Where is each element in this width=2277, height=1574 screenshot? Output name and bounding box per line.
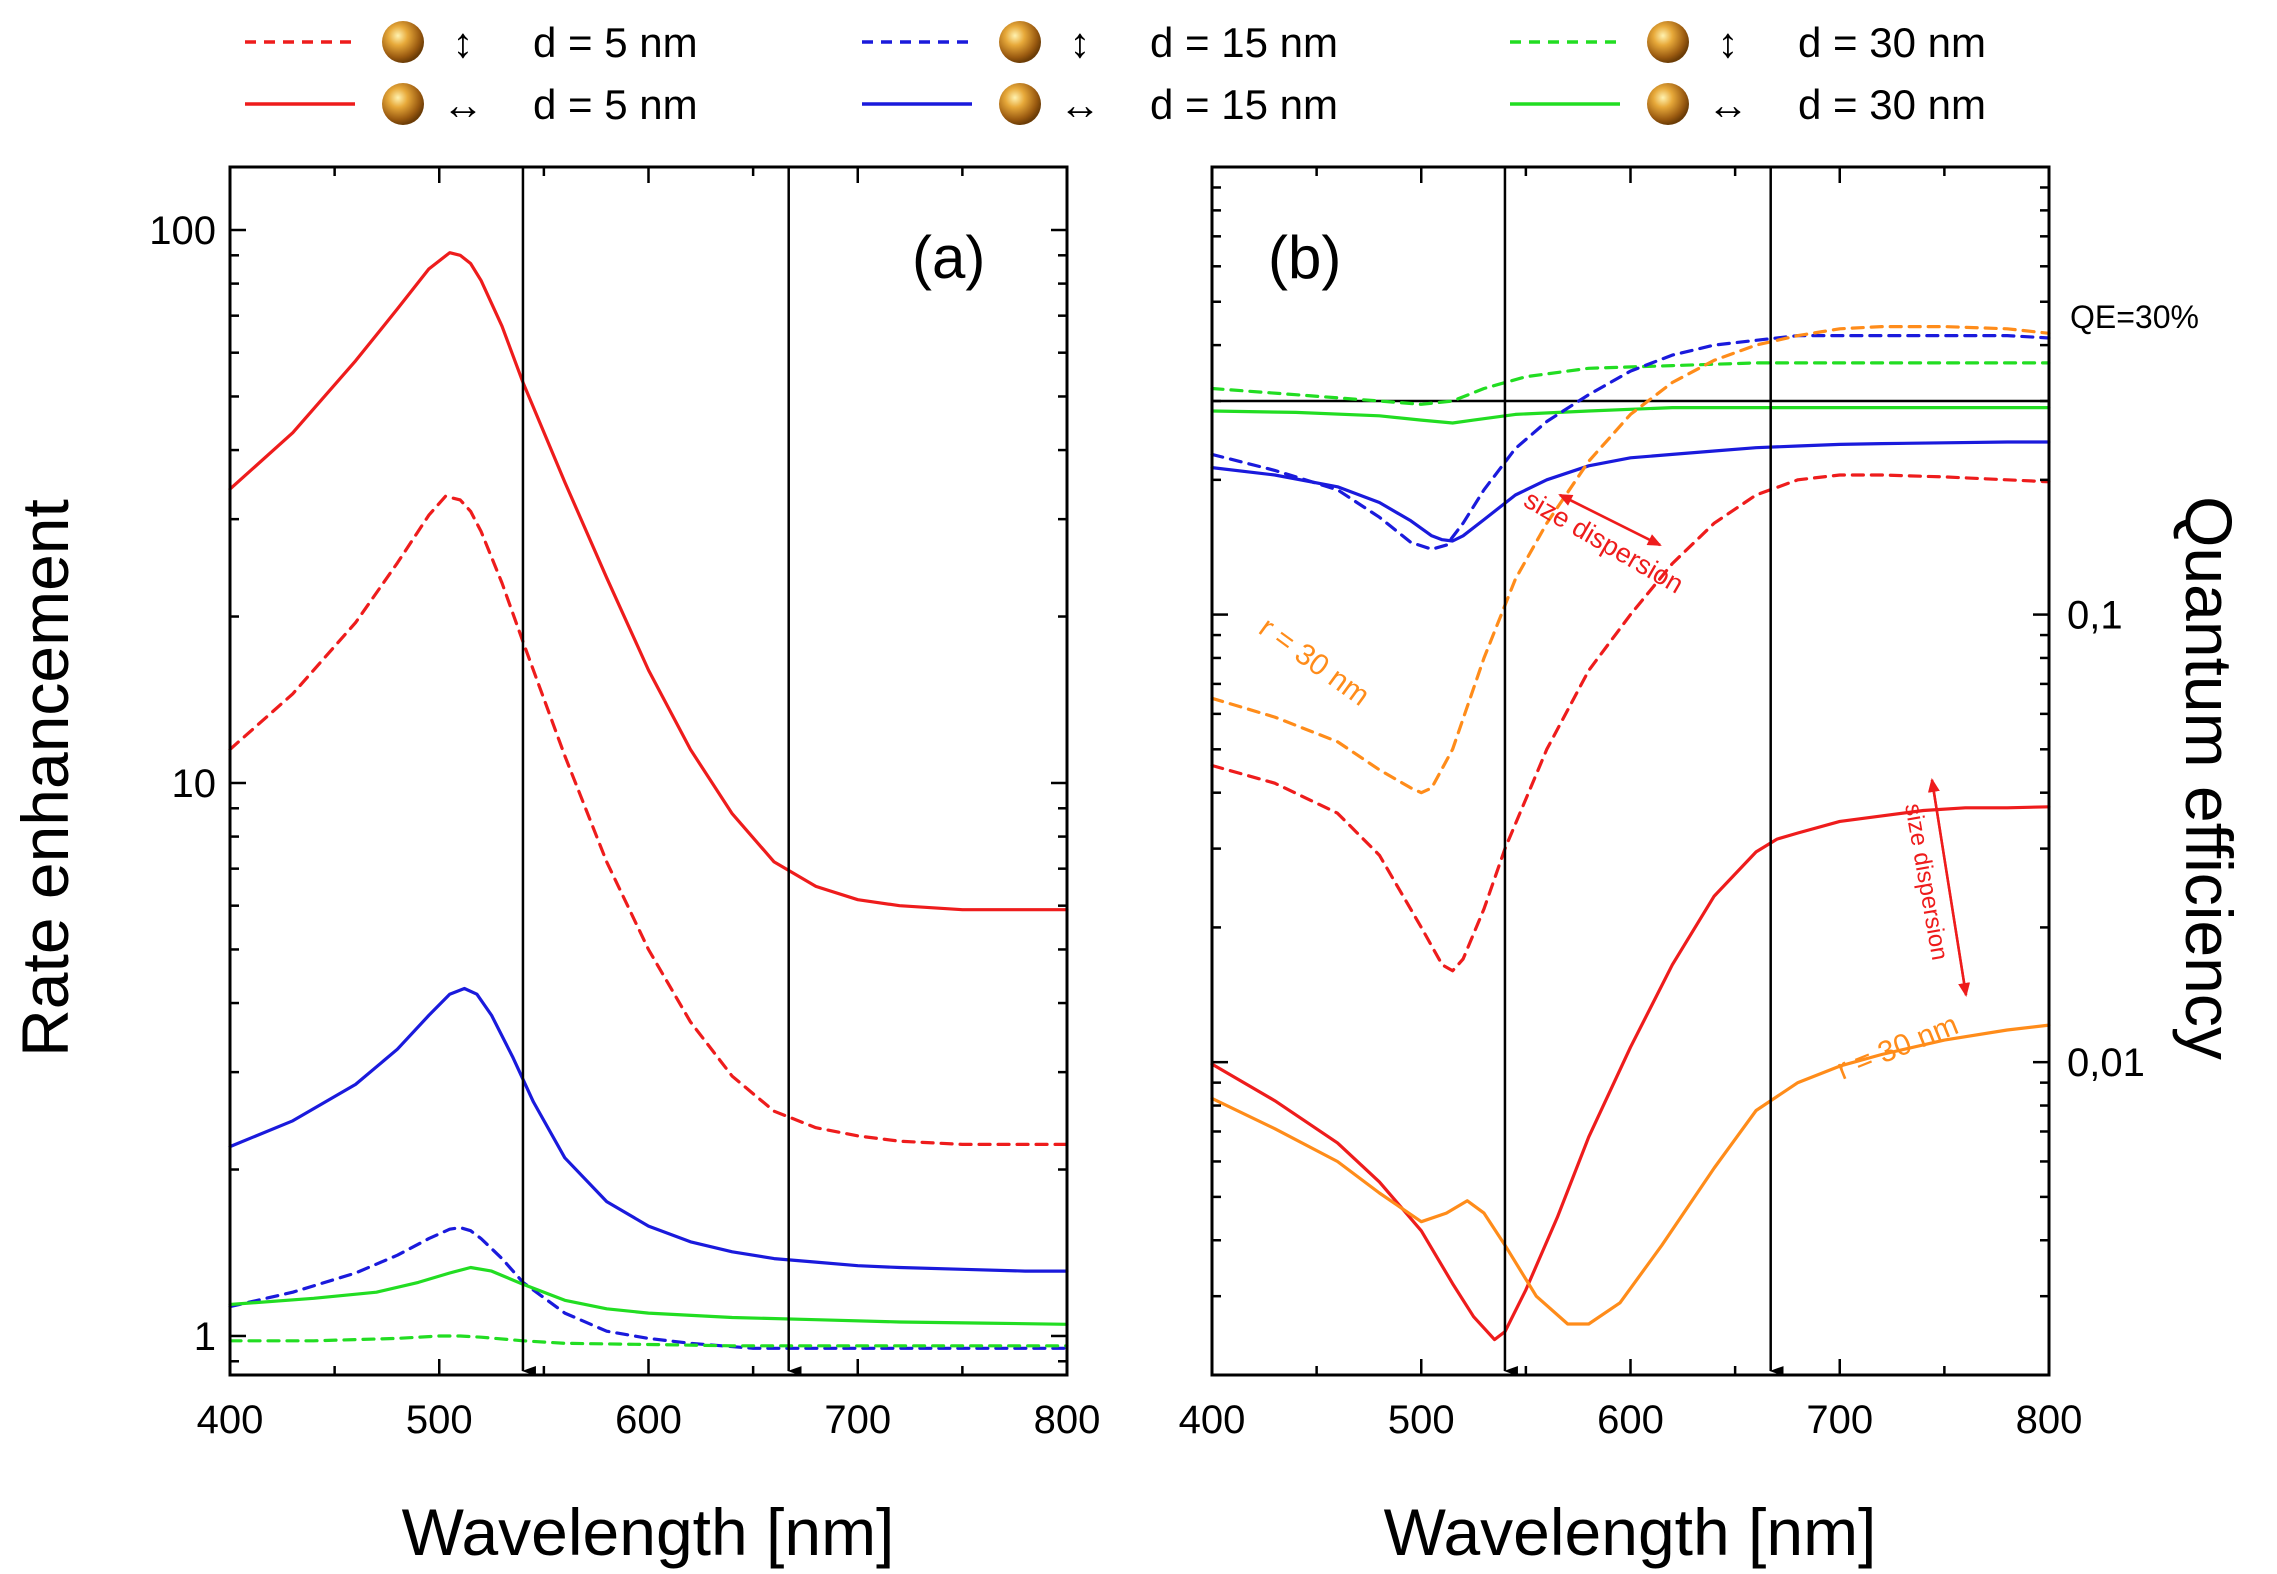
panel-a: 400 500 600 700 800 1 10 100 (a) Rate enhanceme…	[8, 165, 1100, 1569]
y-tick-label: 100	[149, 209, 216, 253]
annotations: size dispersion size dispersion r = 30 n…	[1253, 484, 1971, 1086]
panel-b-series	[1210, 325, 2051, 1342]
legend-label: d = 5 nm	[533, 19, 698, 66]
panel-a-label: (a)	[912, 224, 985, 291]
x-tick-label: 500	[1388, 1398, 1455, 1442]
size-dispersion-label-2: size dispersion	[1899, 801, 1953, 962]
size-dispersion-arrow-2b	[1927, 778, 1968, 996]
series-line-perp15	[1210, 334, 2051, 551]
orientation-arrow-icon: ↔	[1707, 81, 1749, 128]
gold-nanosphere-icon	[1647, 83, 1689, 125]
legend-label: d = 15 nm	[1150, 81, 1338, 128]
size-dispersion-label-1: size dispersion	[1519, 484, 1689, 599]
series-line-par5	[228, 251, 1069, 912]
orientation-arrow-icon: ↕	[1070, 19, 1091, 66]
x-tick-label: 800	[2016, 1398, 2083, 1442]
panel-b-ylabel: Quantum efficiency	[2172, 496, 2246, 1060]
legend-label: d = 15 nm	[1150, 19, 1338, 66]
series-line-perp5	[1210, 473, 2051, 973]
legend-entry-par30: ↔ d = 30 nm	[1510, 81, 1986, 128]
series-line-perp30	[228, 1334, 1069, 1348]
y-tick-label: 1	[194, 1315, 216, 1359]
panel-a-ylabel: Rate enhancement	[8, 499, 82, 1057]
panel-a-wavelength-arrows	[521, 167, 802, 1376]
legend-entry-perp15: ↕ d = 15 nm	[862, 19, 1338, 66]
x-tick-label: 600	[1597, 1398, 1664, 1442]
x-tick-label: 400	[1179, 1398, 1246, 1442]
panel-a-ticks: 400 500 600 700 800 1 10 100	[149, 167, 1100, 1442]
panel-a-frame	[228, 165, 1069, 1377]
series-line-par30	[1210, 406, 2051, 425]
panel-b-label: (b)	[1268, 224, 1341, 291]
panel-a-xlabel: Wavelength [nm]	[402, 1495, 895, 1569]
legend: ↕ d = 5 nm ↕ d = 15 nm ↕ d = 30 nm ↔ d = 5 nm ↔ d…	[245, 19, 1986, 128]
gold-nanosphere-icon	[1647, 21, 1689, 63]
gold-nanosphere-icon	[999, 83, 1041, 125]
gold-nanosphere-icon	[382, 83, 424, 125]
panel-b-xlabel: Wavelength [nm]	[1384, 1495, 1877, 1569]
legend-entry-par5: ↔ d = 5 nm	[245, 81, 698, 128]
y-tick-label: 10	[172, 762, 217, 806]
panel-b: 400 500 600 700 800 0,01 0,1 (b) Quantum effic…	[1179, 165, 2246, 1569]
orientation-arrow-icon: ↔	[1059, 81, 1101, 128]
legend-entry-perp5: ↕ d = 5 nm	[245, 19, 698, 66]
orientation-arrow-icon: ↕	[453, 19, 474, 66]
qe-reference-label: QE=30%	[2070, 299, 2199, 335]
series-line-par5	[1210, 805, 2051, 1342]
r-30nm-label-solid: r = 30 nm	[1832, 1008, 1963, 1086]
legend-entry-par15: ↔ d = 15 nm	[862, 81, 1338, 128]
legend-label: d = 30 nm	[1798, 81, 1986, 128]
gold-nanosphere-icon	[382, 21, 424, 63]
r-30nm-label-dashed: r = 30 nm	[1253, 611, 1376, 713]
y-tick-label: 0,01	[2067, 1041, 2145, 1085]
legend-label: d = 5 nm	[533, 81, 698, 128]
size-dispersion-arrow-1b	[1558, 493, 1661, 547]
panel-b-frame	[1210, 165, 2051, 1377]
x-tick-label: 600	[615, 1398, 682, 1442]
panel-b-wavelength-arrows	[1503, 167, 1784, 1376]
legend-entry-perp30: ↕ d = 30 nm	[1510, 19, 1986, 66]
series-line-par15	[1210, 440, 2051, 543]
y-tick-label: 0,1	[2067, 594, 2123, 638]
legend-label: d = 30 nm	[1798, 19, 1986, 66]
orientation-arrow-icon: ↕	[1718, 19, 1739, 66]
series-line-par30	[228, 1265, 1069, 1326]
x-tick-label: 500	[406, 1398, 473, 1442]
panel-a-series	[228, 251, 1069, 1350]
gold-nanosphere-icon	[999, 21, 1041, 63]
series-line-r30solid	[1210, 1023, 2051, 1326]
x-tick-label: 700	[1806, 1398, 1873, 1442]
x-tick-label: 700	[824, 1398, 891, 1442]
series-line-perp5	[228, 494, 1069, 1146]
x-tick-label: 800	[1034, 1398, 1101, 1442]
series-line-perp30	[1210, 361, 2051, 406]
orientation-arrow-icon: ↔	[442, 81, 484, 128]
series-line-perp15	[228, 1226, 1069, 1350]
series-line-r30dash	[1210, 325, 2051, 795]
x-tick-label: 400	[197, 1398, 264, 1442]
series-line-par15	[228, 986, 1069, 1273]
